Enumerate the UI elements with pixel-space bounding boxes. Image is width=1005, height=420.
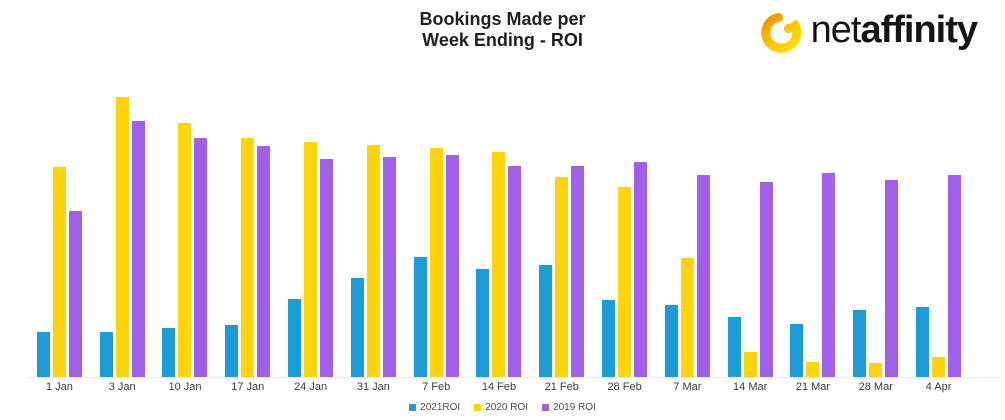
logo-text-net: net (810, 9, 862, 51)
bar-2020-roi[interactable] (241, 138, 255, 377)
x-axis-label: 14 Feb (481, 381, 517, 393)
bar-2020-roi[interactable] (429, 148, 443, 377)
chart-title: Bookings Made per Week Ending - ROI (0, 9, 1005, 51)
bar-2020-roi[interactable] (52, 167, 66, 377)
bar-2021roi[interactable] (99, 332, 113, 377)
bar-2019-roi[interactable] (194, 138, 208, 377)
bar-2019-roi[interactable] (634, 162, 648, 377)
bar-group (405, 96, 468, 377)
bar-2020-roi[interactable] (932, 357, 946, 377)
legend-marker-icon (542, 404, 550, 411)
bar-2019-roi[interactable] (382, 156, 396, 377)
chart-title-line2: Week Ending - ROI (422, 30, 583, 50)
bar-2020-roi[interactable] (680, 258, 694, 377)
x-axis-label: 14 Mar (733, 381, 768, 393)
x-axis-label: 24 Jan (294, 381, 328, 393)
bar-2021roi[interactable] (225, 325, 239, 377)
x-axis-line (28, 377, 1000, 378)
bar-group (593, 96, 656, 377)
bar-group (656, 96, 719, 377)
bar-group (279, 96, 342, 377)
bar-group (782, 96, 845, 377)
bar-group (468, 96, 531, 377)
chart-title-line1: Bookings Made per (419, 9, 586, 29)
x-axis-label: 31 Jan (356, 381, 390, 393)
x-axis-label: 7 Feb (422, 381, 451, 393)
netaffinity-swirl-icon (761, 13, 801, 53)
bar-2021roi[interactable] (350, 278, 364, 377)
bar-2020-roi[interactable] (366, 144, 380, 377)
legend-label: 2020 ROI (485, 402, 529, 413)
legend: 2021ROI 2020 ROI 2019 ROI (0, 402, 1005, 413)
bar-2020-roi[interactable] (492, 151, 506, 377)
bar-2021roi[interactable] (602, 300, 616, 377)
bar-group (28, 96, 91, 377)
legend-item-2019-roi[interactable]: 2019 ROI (542, 402, 596, 413)
bar-2021roi[interactable] (727, 316, 741, 377)
bar-group (342, 96, 405, 377)
x-axis-label: 1 Jan (45, 381, 73, 393)
bar-2021roi[interactable] (476, 269, 490, 377)
bar-2020-roi[interactable] (743, 352, 757, 377)
x-axis-label: 17 Jan (231, 381, 265, 393)
x-axis-label: 3 Jan (108, 381, 136, 393)
bar-2021roi[interactable] (916, 307, 930, 377)
bar-2019-roi[interactable] (257, 146, 271, 377)
legend-marker-icon (409, 404, 417, 411)
logo-text-affinity: affinity (860, 9, 978, 51)
bar-2019-roi[interactable] (885, 180, 899, 377)
bar-group (907, 96, 970, 377)
x-axis-labels: 1 Jan 3 Jan 10 Jan 17 Jan 24 Jan 31 Jan 7 Feb 1… (28, 381, 970, 393)
bar-2020-roi[interactable] (115, 97, 129, 377)
bar-2019-roi[interactable] (68, 210, 82, 377)
legend-label: 2019 ROI (553, 402, 596, 413)
bar-group (719, 96, 782, 377)
bar-2020-roi[interactable] (304, 142, 318, 377)
x-axis-label: 10 Jan (168, 381, 202, 393)
bar-group (216, 96, 279, 377)
bar-2019-roi[interactable] (948, 174, 962, 377)
bar-group (154, 96, 217, 377)
legend-item-2020-roi[interactable]: 2020 ROI (474, 402, 528, 413)
x-axis-label: 28 Mar (858, 381, 893, 393)
bar-2020-roi[interactable] (178, 122, 192, 377)
plot-area (28, 96, 970, 377)
x-axis-label: 7 Mar (673, 381, 702, 393)
legend-marker-icon (474, 404, 482, 411)
bar-2020-roi[interactable] (555, 176, 569, 377)
bar-2020-roi[interactable] (618, 187, 632, 377)
bar-2019-roi[interactable] (445, 155, 459, 377)
bar-2021roi[interactable] (162, 328, 176, 377)
x-axis-label: 21 Feb (544, 381, 579, 393)
bar-2021roi[interactable] (413, 257, 427, 377)
bar-group (844, 96, 907, 377)
bar-2021roi[interactable] (853, 310, 867, 377)
bar-2021roi[interactable] (36, 332, 50, 377)
x-axis-label: 4 Apr (925, 381, 952, 393)
bar-2021roi[interactable] (539, 264, 553, 377)
bar-2020-roi[interactable] (806, 362, 820, 377)
bar-2021roi[interactable] (790, 323, 804, 377)
bar-2019-roi[interactable] (696, 174, 710, 377)
legend-label: 2021ROI (420, 402, 461, 413)
logo-text: netaffinity (810, 4, 978, 56)
bar-2019-roi[interactable] (508, 165, 522, 377)
bar-2019-roi[interactable] (131, 121, 145, 377)
bar-2021roi[interactable] (288, 298, 302, 377)
x-axis-label: 28 Feb (607, 381, 642, 393)
bar-group (91, 96, 154, 377)
bar-2020-roi[interactable] (869, 362, 883, 377)
netaffinity-logo: netaffinity (756, 4, 978, 56)
bar-2019-roi[interactable] (571, 165, 585, 377)
bar-2019-roi[interactable] (320, 158, 334, 377)
bar-2019-roi[interactable] (822, 173, 836, 377)
bar-group (530, 96, 593, 377)
x-axis-label: 21 Mar (795, 381, 831, 393)
bar-2019-roi[interactable] (759, 182, 773, 377)
legend-item-2021roi[interactable]: 2021ROI (409, 402, 460, 413)
bar-2021roi[interactable] (664, 305, 678, 377)
